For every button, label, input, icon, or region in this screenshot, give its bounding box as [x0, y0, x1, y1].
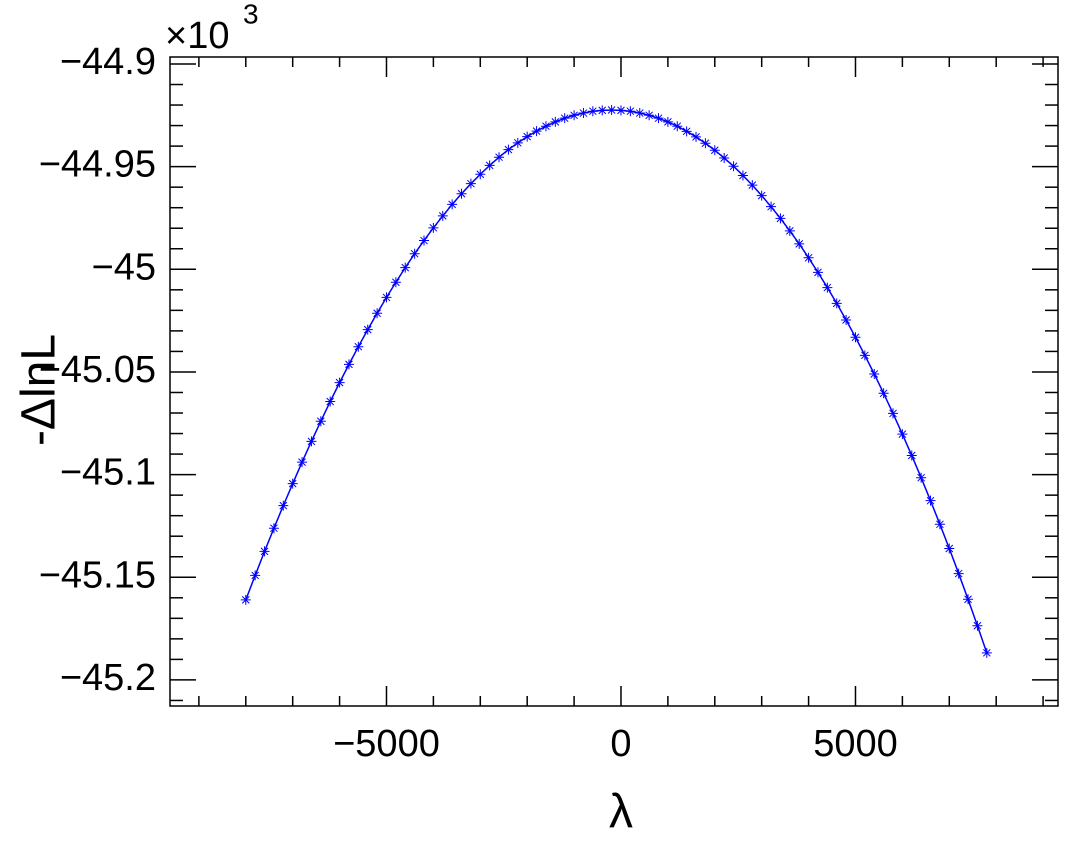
series-line [245, 109, 988, 654]
data-point [484, 160, 495, 171]
data-point [653, 113, 664, 124]
x-tick-label: −5000 [333, 723, 440, 765]
data-point [700, 138, 711, 149]
data-point [850, 332, 861, 343]
data-point [381, 292, 392, 303]
data-point [784, 225, 795, 236]
data-point [578, 108, 589, 119]
data-point [644, 110, 655, 121]
data-point [325, 396, 336, 407]
data-point [681, 126, 692, 137]
data-point [278, 500, 289, 511]
x-tick-label: 0 [610, 723, 631, 765]
data-point [606, 104, 617, 115]
data-point [503, 144, 514, 155]
data-point [888, 408, 899, 419]
data-point [372, 308, 383, 319]
data-point [662, 116, 673, 127]
data-point [634, 108, 645, 119]
data-point [475, 169, 486, 180]
data-point [953, 568, 964, 579]
y-tick-label: −44.95 [39, 144, 156, 186]
data-point [878, 388, 889, 399]
y-tick-label: −45 [92, 246, 156, 288]
data-point [728, 161, 739, 172]
data-point [456, 188, 467, 199]
data-point [691, 131, 702, 142]
data-point [259, 546, 270, 557]
data-point [362, 324, 373, 335]
data-point [390, 277, 401, 288]
data-point [306, 436, 317, 447]
data-point [803, 252, 814, 263]
data-point [615, 105, 626, 116]
data-point [540, 121, 551, 132]
data-point [559, 113, 570, 124]
data-point [794, 238, 805, 249]
data-point [897, 429, 908, 440]
plot-frame [169, 56, 1059, 707]
data-point [353, 341, 364, 352]
x-tick-label: 5000 [813, 723, 898, 765]
y-tick-label: −45.1 [60, 452, 156, 494]
data-point [297, 457, 308, 468]
data-point [625, 106, 636, 117]
data-point [268, 523, 279, 534]
data-point [428, 222, 439, 233]
y-tick-label: −45.15 [39, 554, 156, 596]
y-multiplier-exponent: 3 [243, 0, 259, 29]
data-point [494, 152, 505, 163]
data-point [672, 121, 683, 132]
data-point [400, 262, 411, 273]
data-point [756, 190, 767, 201]
data-point [512, 137, 523, 148]
data-point [250, 570, 261, 581]
data-point [240, 594, 251, 605]
data-point [831, 298, 842, 309]
data-point [934, 519, 945, 530]
data-point [569, 110, 580, 121]
data-point [409, 248, 420, 259]
data-point [550, 116, 561, 127]
y-tick-label: −44.9 [60, 41, 156, 83]
data-point [972, 620, 983, 631]
data-point [531, 126, 542, 137]
y-axis-title: -ΔlnL [13, 334, 66, 446]
data-point [597, 105, 608, 116]
data-point [447, 199, 458, 210]
data-point [287, 478, 298, 489]
data-point [944, 543, 955, 554]
data-point [981, 647, 992, 658]
data-point [737, 170, 748, 181]
data-point [925, 495, 936, 506]
data-point [522, 131, 533, 142]
data-point [587, 106, 598, 117]
data-point [906, 450, 917, 461]
data-point [719, 153, 730, 164]
data-point [709, 145, 720, 156]
data-point [869, 369, 880, 380]
data-point [747, 180, 758, 191]
data-point [963, 594, 974, 605]
data-point [766, 201, 777, 212]
y-tick-label: −45.05 [39, 349, 156, 391]
y-multiplier: ×10 [165, 15, 229, 57]
x-axis-title: λ [609, 786, 633, 839]
data-point [343, 359, 354, 370]
data-point [334, 377, 345, 388]
data-point [419, 235, 430, 246]
data-point [437, 210, 448, 221]
data-point [916, 472, 927, 483]
data-point [775, 213, 786, 224]
data-point [841, 315, 852, 326]
data-point [465, 178, 476, 189]
data-point [315, 416, 326, 427]
y-tick-label: −45.2 [60, 657, 156, 699]
data-point [812, 267, 823, 278]
data-point [822, 282, 833, 293]
data-point [859, 350, 870, 361]
